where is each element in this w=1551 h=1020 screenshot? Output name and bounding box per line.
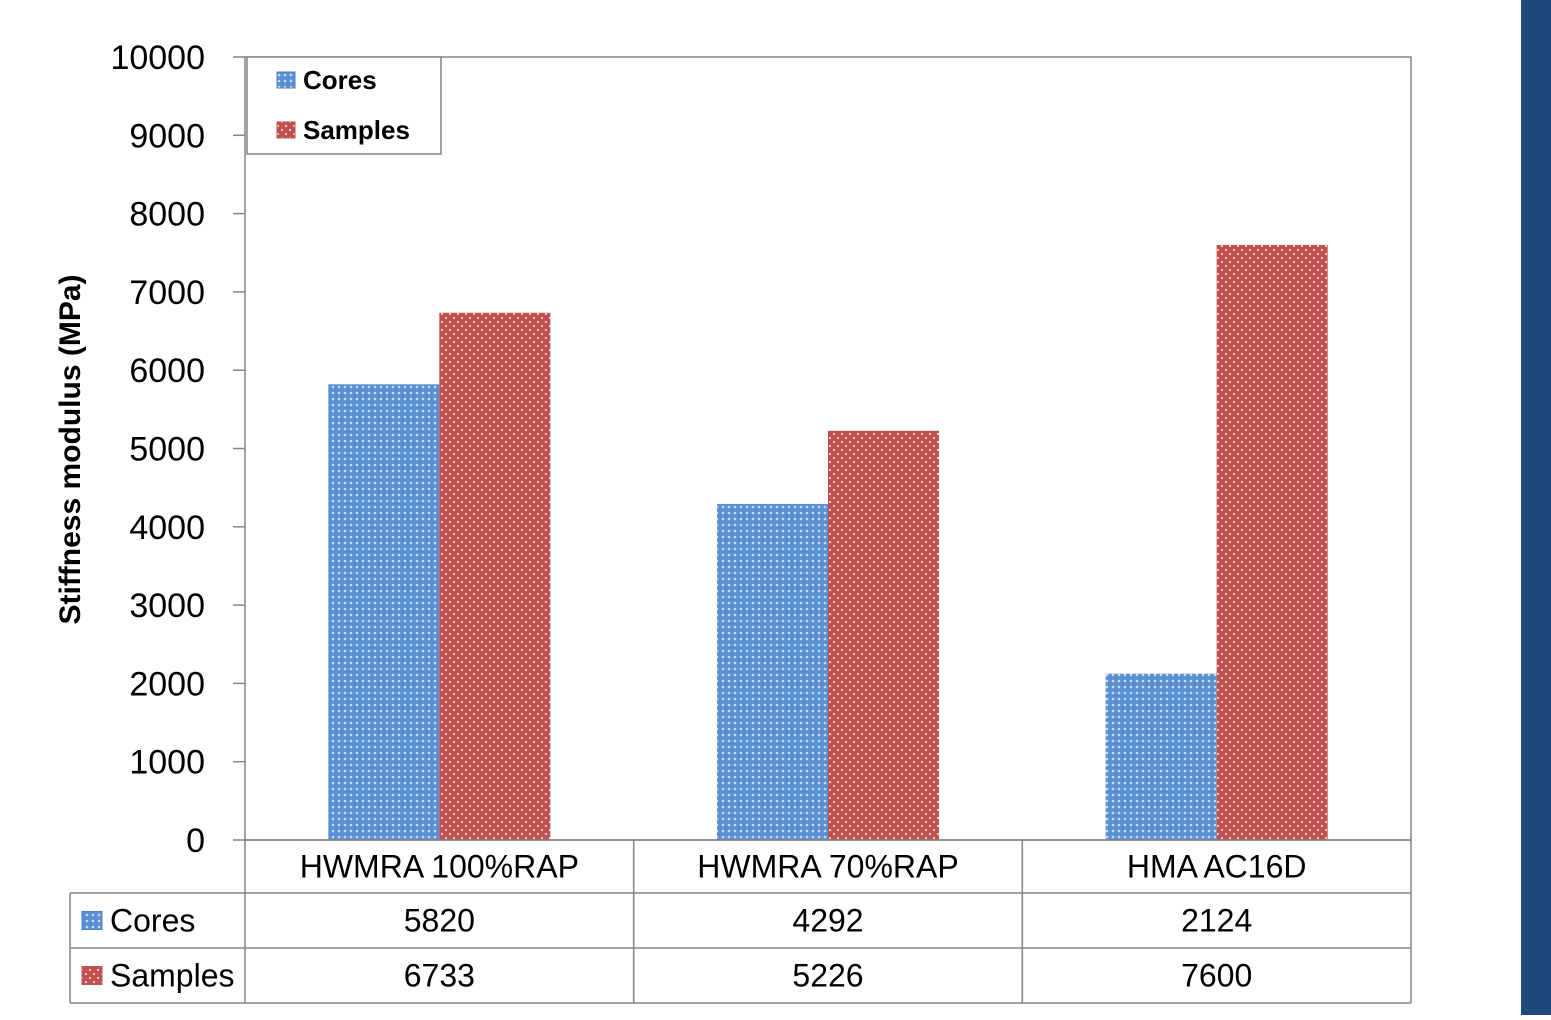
y-axis-title: Stiffness modulus (MPa): [54, 274, 87, 624]
bar-samples-1: [828, 430, 939, 840]
y-tick-label: 0: [186, 822, 205, 860]
table-series-label: Samples: [110, 958, 235, 994]
data-label-cores-2: 2124: [1181, 903, 1252, 939]
data-label-samples-1: 5226: [792, 958, 863, 994]
table-series-label: Cores: [110, 903, 195, 939]
bar-cores-0: [328, 384, 440, 840]
y-tick-label: 10000: [110, 39, 205, 77]
bar-samples-0: [439, 312, 551, 840]
bar-cores-1: [717, 503, 828, 840]
legend-label-samples: Samples: [303, 115, 410, 145]
x-category-label: HWMRA 100%RAP: [300, 849, 579, 885]
data-label-samples-0: 6733: [404, 958, 475, 994]
y-tick-label: 5000: [129, 431, 205, 469]
y-tick-label: 7000: [129, 274, 205, 312]
bar-cores-2: [1105, 673, 1217, 840]
data-label-samples-2: 7600: [1181, 958, 1252, 994]
legend-key-cores: [276, 71, 296, 89]
y-tick-label: 4000: [129, 509, 205, 547]
data-label-cores-1: 4292: [792, 903, 863, 939]
bar-samples-2: [1216, 244, 1328, 841]
right-sidebar-strip: [1521, 0, 1551, 1015]
y-tick-label: 9000: [129, 117, 205, 155]
legend-label-cores: Cores: [303, 65, 377, 95]
x-category-label: HMA AC16D: [1127, 849, 1307, 885]
y-tick-label: 8000: [129, 196, 205, 234]
y-tick-label: 6000: [129, 352, 205, 390]
y-tick-label: 3000: [129, 587, 205, 625]
table-legend-key-cores: [81, 911, 103, 930]
y-tick-label: 2000: [129, 665, 205, 703]
legend-key-samples: [276, 121, 296, 139]
x-category-label: HWMRA 70%RAP: [697, 849, 958, 885]
y-tick-label: 1000: [129, 744, 205, 782]
table-legend-key-samples: [81, 966, 103, 985]
data-label-cores-0: 5820: [404, 903, 475, 939]
